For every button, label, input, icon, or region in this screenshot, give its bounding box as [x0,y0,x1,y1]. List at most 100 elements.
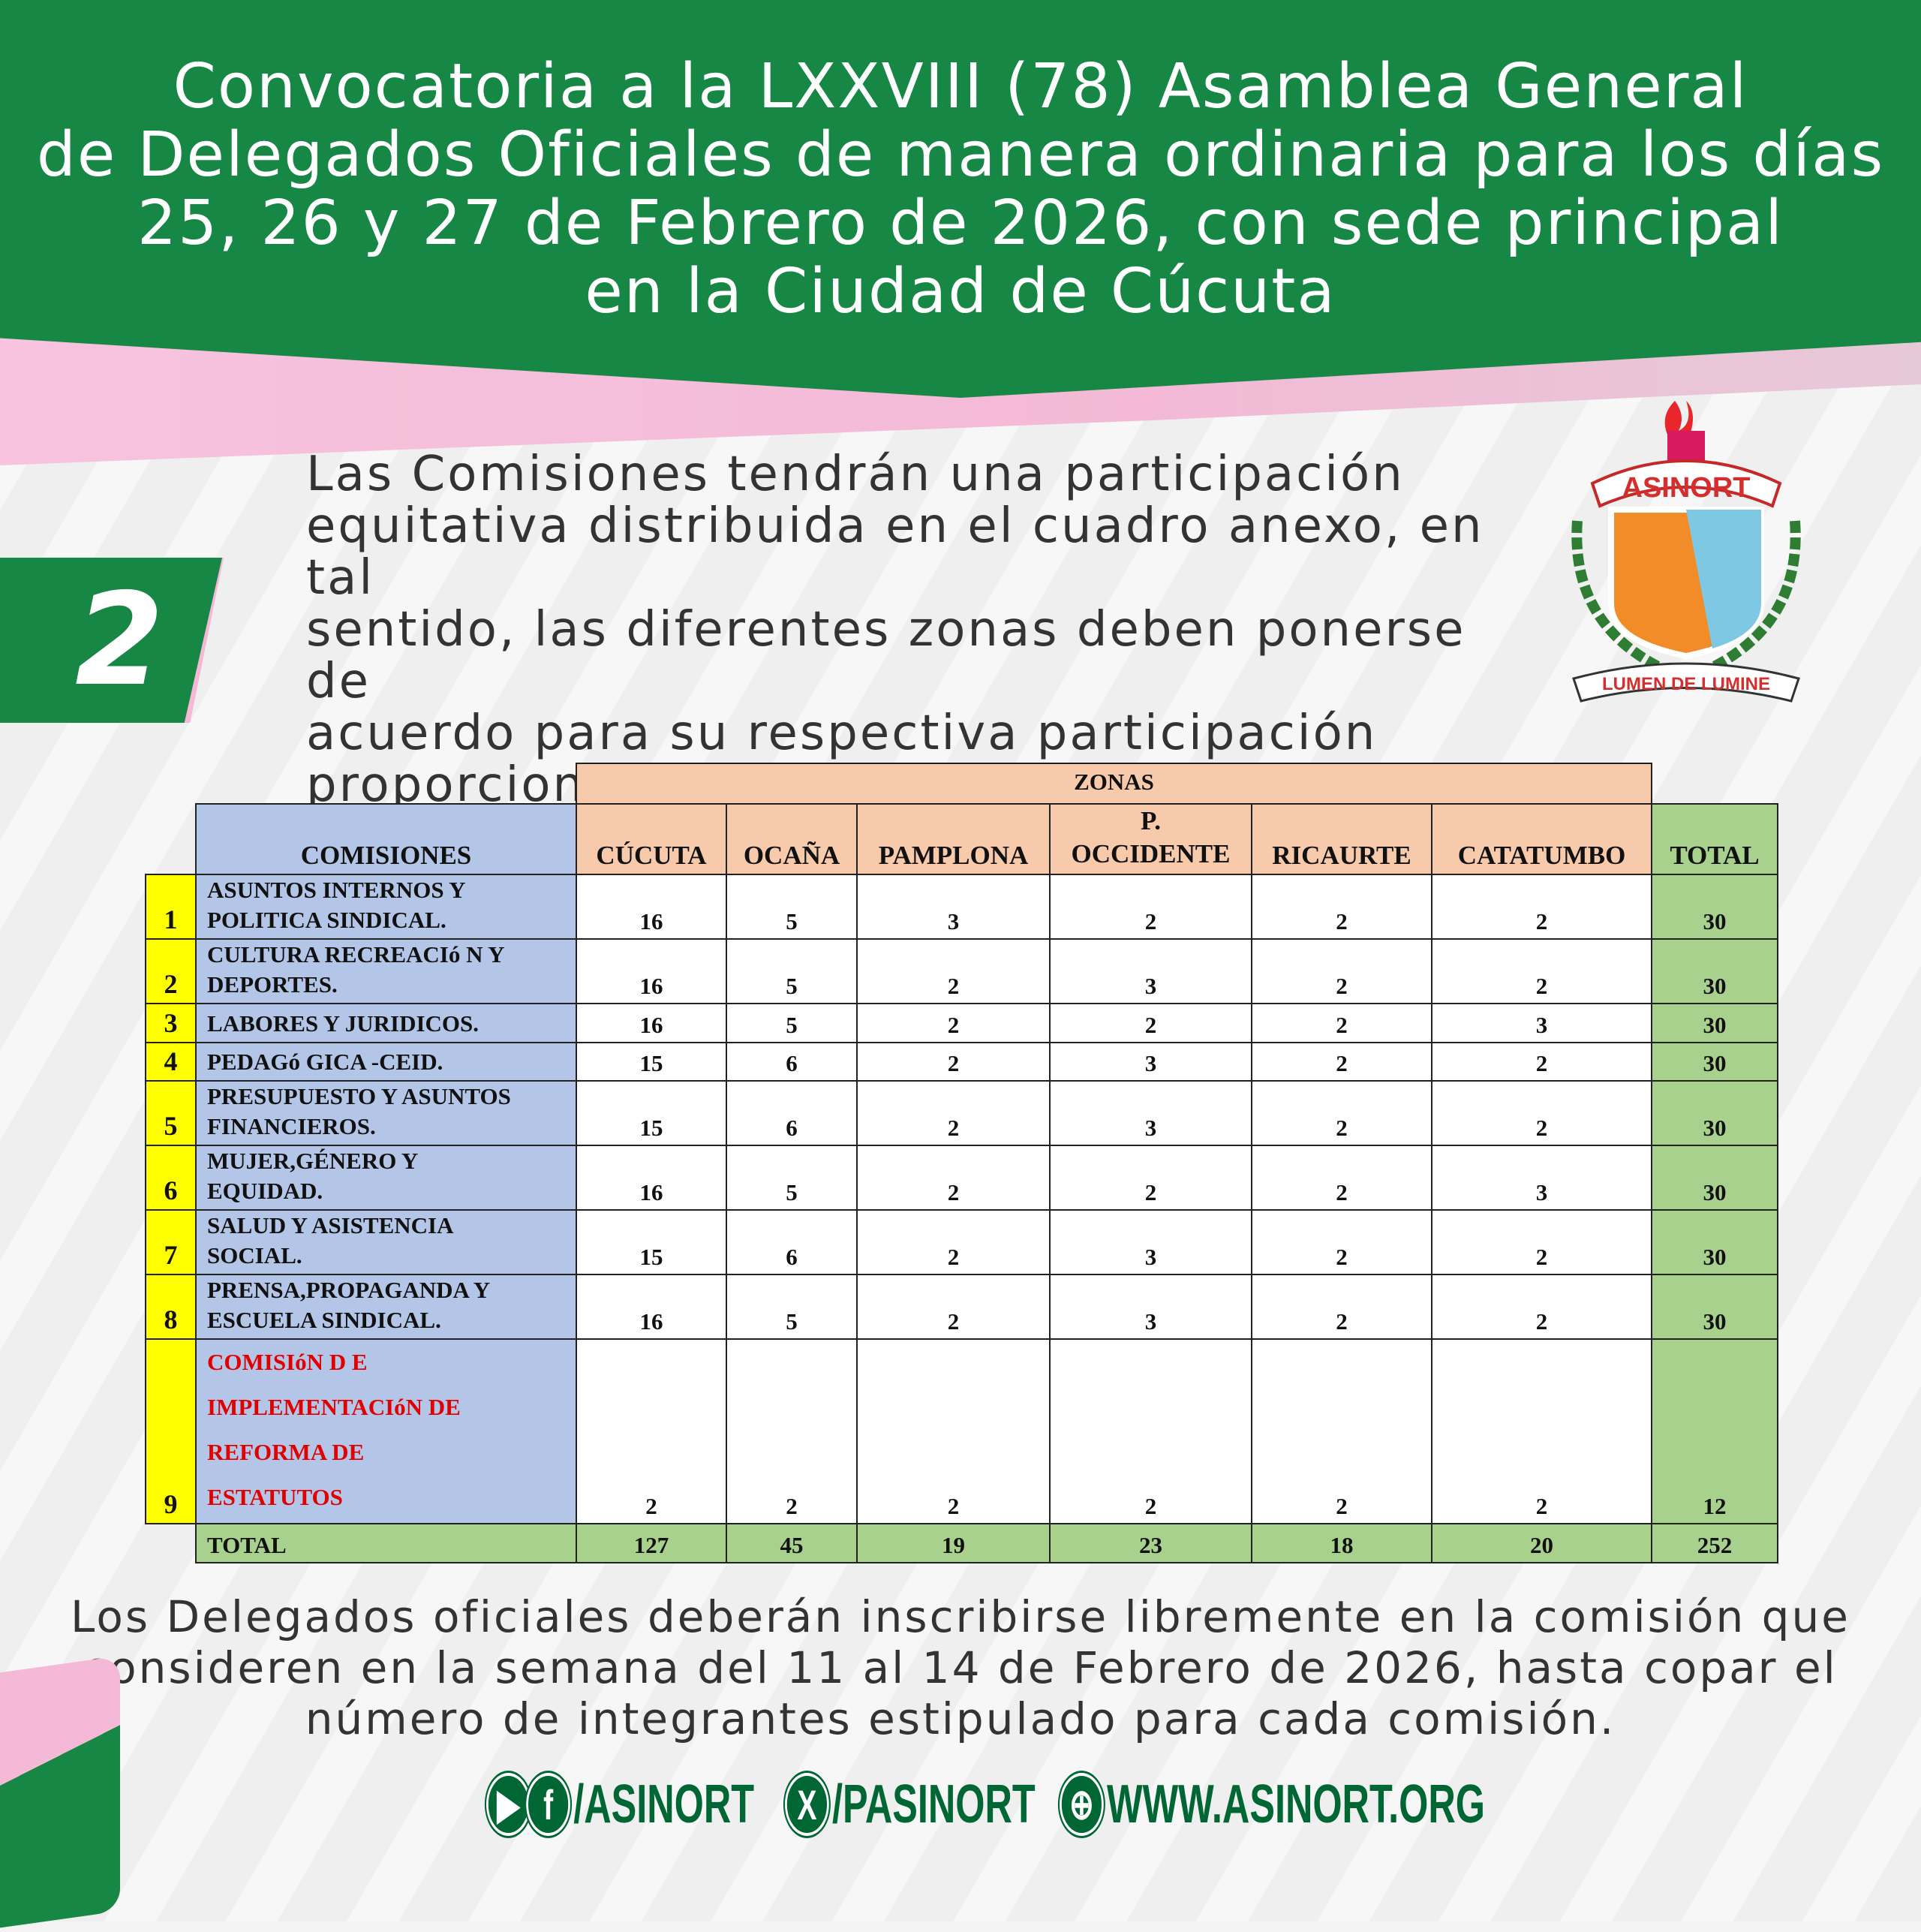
cell: 2 [1049,1145,1252,1211]
text-line: equitativa distribuida en el cuadro anex… [306,498,1484,606]
name-line: REFORMA DE [207,1439,365,1465]
social-x[interactable]: X /PASINORT [785,1773,1036,1836]
youtube-icon[interactable]: ▶ [486,1773,531,1836]
name-line: MUJER,GÉNERO Y [207,1148,419,1174]
name-line: PEDAGó GICA -CEID. [207,1049,443,1075]
cell: 2 [1431,1042,1652,1082]
footer-line: consideren en la semana del 11 al 14 de … [83,1642,1838,1693]
commission-name: CULTURA RECREACIó N Y DEPORTES. [195,938,577,1004]
cell: 19 [856,1523,1051,1563]
cell: 45 [726,1523,858,1563]
cell: 16 [576,1274,727,1340]
cell: 2 [1431,1338,1652,1524]
row-number: 2 [145,938,197,1004]
row-total: 30 [1651,1042,1778,1082]
footer-line: Los Delegados oficiales deberán inscribi… [71,1591,1850,1642]
social-asinort[interactable]: ▶ f /ASINORT [486,1773,754,1836]
row-number: 5 [145,1080,197,1146]
page-title: Convocatoria a la LXXVIII (78) Asamblea … [0,53,1921,326]
title-line: de Delegados Oficiales de manera ordinar… [36,119,1885,191]
cell: 2 [1431,1274,1652,1340]
social-web[interactable]: ⊕ WWW.ASINORT.ORG [1060,1773,1485,1836]
header-zone: PAMPLONA [856,803,1051,875]
cell: 3 [1431,1003,1652,1043]
header-zone: CATATUMBO [1431,803,1652,875]
total-label: TOTAL [195,1523,577,1563]
table-row: 7 SALUD Y ASISTENCIA SOCIAL. 15 6 2 3 2 2 30 [145,1209,1778,1275]
row-number: 1 [145,874,197,940]
website-link[interactable]: WWW.ASINORT.ORG [1107,1774,1485,1834]
cell: 6 [726,1080,858,1146]
cell: 20 [1431,1523,1652,1563]
cell: 2 [1049,1003,1252,1043]
cell: 15 [576,1080,727,1146]
row-total: 30 [1651,1080,1778,1146]
cell: 2 [1251,1042,1432,1082]
row-total: 30 [1651,1003,1778,1043]
header-zone: CÚCUTA [576,803,727,875]
name-line: EQUIDAD. [207,1178,323,1204]
table-row: 8 PRENSA,PROPAGANDA Y ESCUELA SINDICAL. 16 5… [145,1274,1778,1340]
footer-line: número de integrantes estipulado para ca… [305,1693,1616,1744]
title-line: Convocatoria a la LXXVIII (78) Asamblea … [173,51,1748,122]
cell: 2 [856,1003,1051,1043]
name-line: IMPLEMENTACIóN DE [207,1394,461,1420]
name-line: ASUNTOS INTERNOS Y [207,877,466,903]
header-zone: P. OCCIDENTE [1049,803,1252,875]
globe-icon[interactable]: ⊕ [1060,1773,1104,1836]
svg-text:ASINORT: ASINORT [1622,472,1751,504]
cell: 16 [576,1003,727,1043]
section-number: 2 [0,558,222,723]
cell: 2 [726,1338,858,1524]
cell: 2 [856,1080,1051,1146]
cell: 16 [576,1145,727,1211]
name-line: LABORES Y JURIDICOS. [207,1010,479,1037]
cell: 2 [1431,874,1652,940]
row-number: 7 [145,1209,197,1275]
section-text: Las Comisiones tendrán una participación… [306,449,1544,811]
cell: 15 [576,1042,727,1082]
cell: 2 [576,1338,727,1524]
zonas-header: ZONAS [576,763,1652,805]
zone-line: OCCIDENTE [1071,839,1231,868]
text-line: acuerdo para su respectiva participación [306,706,1378,761]
cell: 5 [726,938,858,1004]
cell: 127 [576,1523,727,1563]
header-zone: OCAÑA [726,803,858,875]
x-handle[interactable]: /PASINORT [832,1774,1036,1834]
cell: 2 [1251,938,1432,1004]
row-total: 30 [1651,874,1778,940]
cell: 2 [856,1209,1051,1275]
table-row: 3 LABORES Y JURIDICOS. 16 5 2 2 2 3 30 [145,1003,1778,1043]
name-line: PRENSA,PROPAGANDA Y [207,1277,491,1303]
row-number: 6 [145,1145,197,1211]
cell: 2 [1049,1338,1252,1524]
cell: 18 [1251,1523,1432,1563]
cell: 16 [576,938,727,1004]
cell: 2 [856,1145,1051,1211]
cell: 2 [1431,1080,1652,1146]
social-handle[interactable]: /ASINORT [573,1774,755,1834]
table-row: 9 COMISIóN D E IMPLEMENTACIóN DE REFORMA… [145,1338,1778,1524]
commission-name: PRENSA,PROPAGANDA Y ESCUELA SINDICAL. [195,1274,577,1340]
x-icon[interactable]: X [785,1773,829,1836]
facebook-icon[interactable]: f [526,1773,570,1836]
table-row: 2 CULTURA RECREACIó N Y DEPORTES. 16 5 2 3 2 2 30 [145,938,1778,1004]
cell: 3 [1431,1145,1652,1211]
text-line: Las Comisiones tendrán una participación [306,447,1405,502]
asinort-logo: ASINORT LUMEN DE LUMINE [1571,401,1801,703]
table-row: 1 ASUNTOS INTERNOS Y POLITICA SINDICAL. 16 5… [145,874,1778,940]
grand-total: 252 [1651,1523,1778,1563]
commissions-table: ZONAS COMISIONES CÚCUTA OCAÑA PAMPLONA P… [145,763,1778,1563]
row-total: 30 [1651,1209,1778,1275]
cell: 2 [1251,1080,1432,1146]
name-line: DEPORTES. [207,971,338,998]
name-line: PRESUPUESTO Y ASUNTOS [207,1083,511,1109]
title-line: 25, 26 y 27 de Febrero de 2026, con sede… [137,188,1784,259]
name-line: SALUD Y ASISTENCIA [207,1212,454,1238]
cell: 2 [1431,938,1652,1004]
commission-name: ASUNTOS INTERNOS Y POLITICA SINDICAL. [195,874,577,940]
name-line: COMISIóN D E [207,1349,368,1375]
cell: 2 [856,1274,1051,1340]
cell: 3 [1049,1274,1252,1340]
